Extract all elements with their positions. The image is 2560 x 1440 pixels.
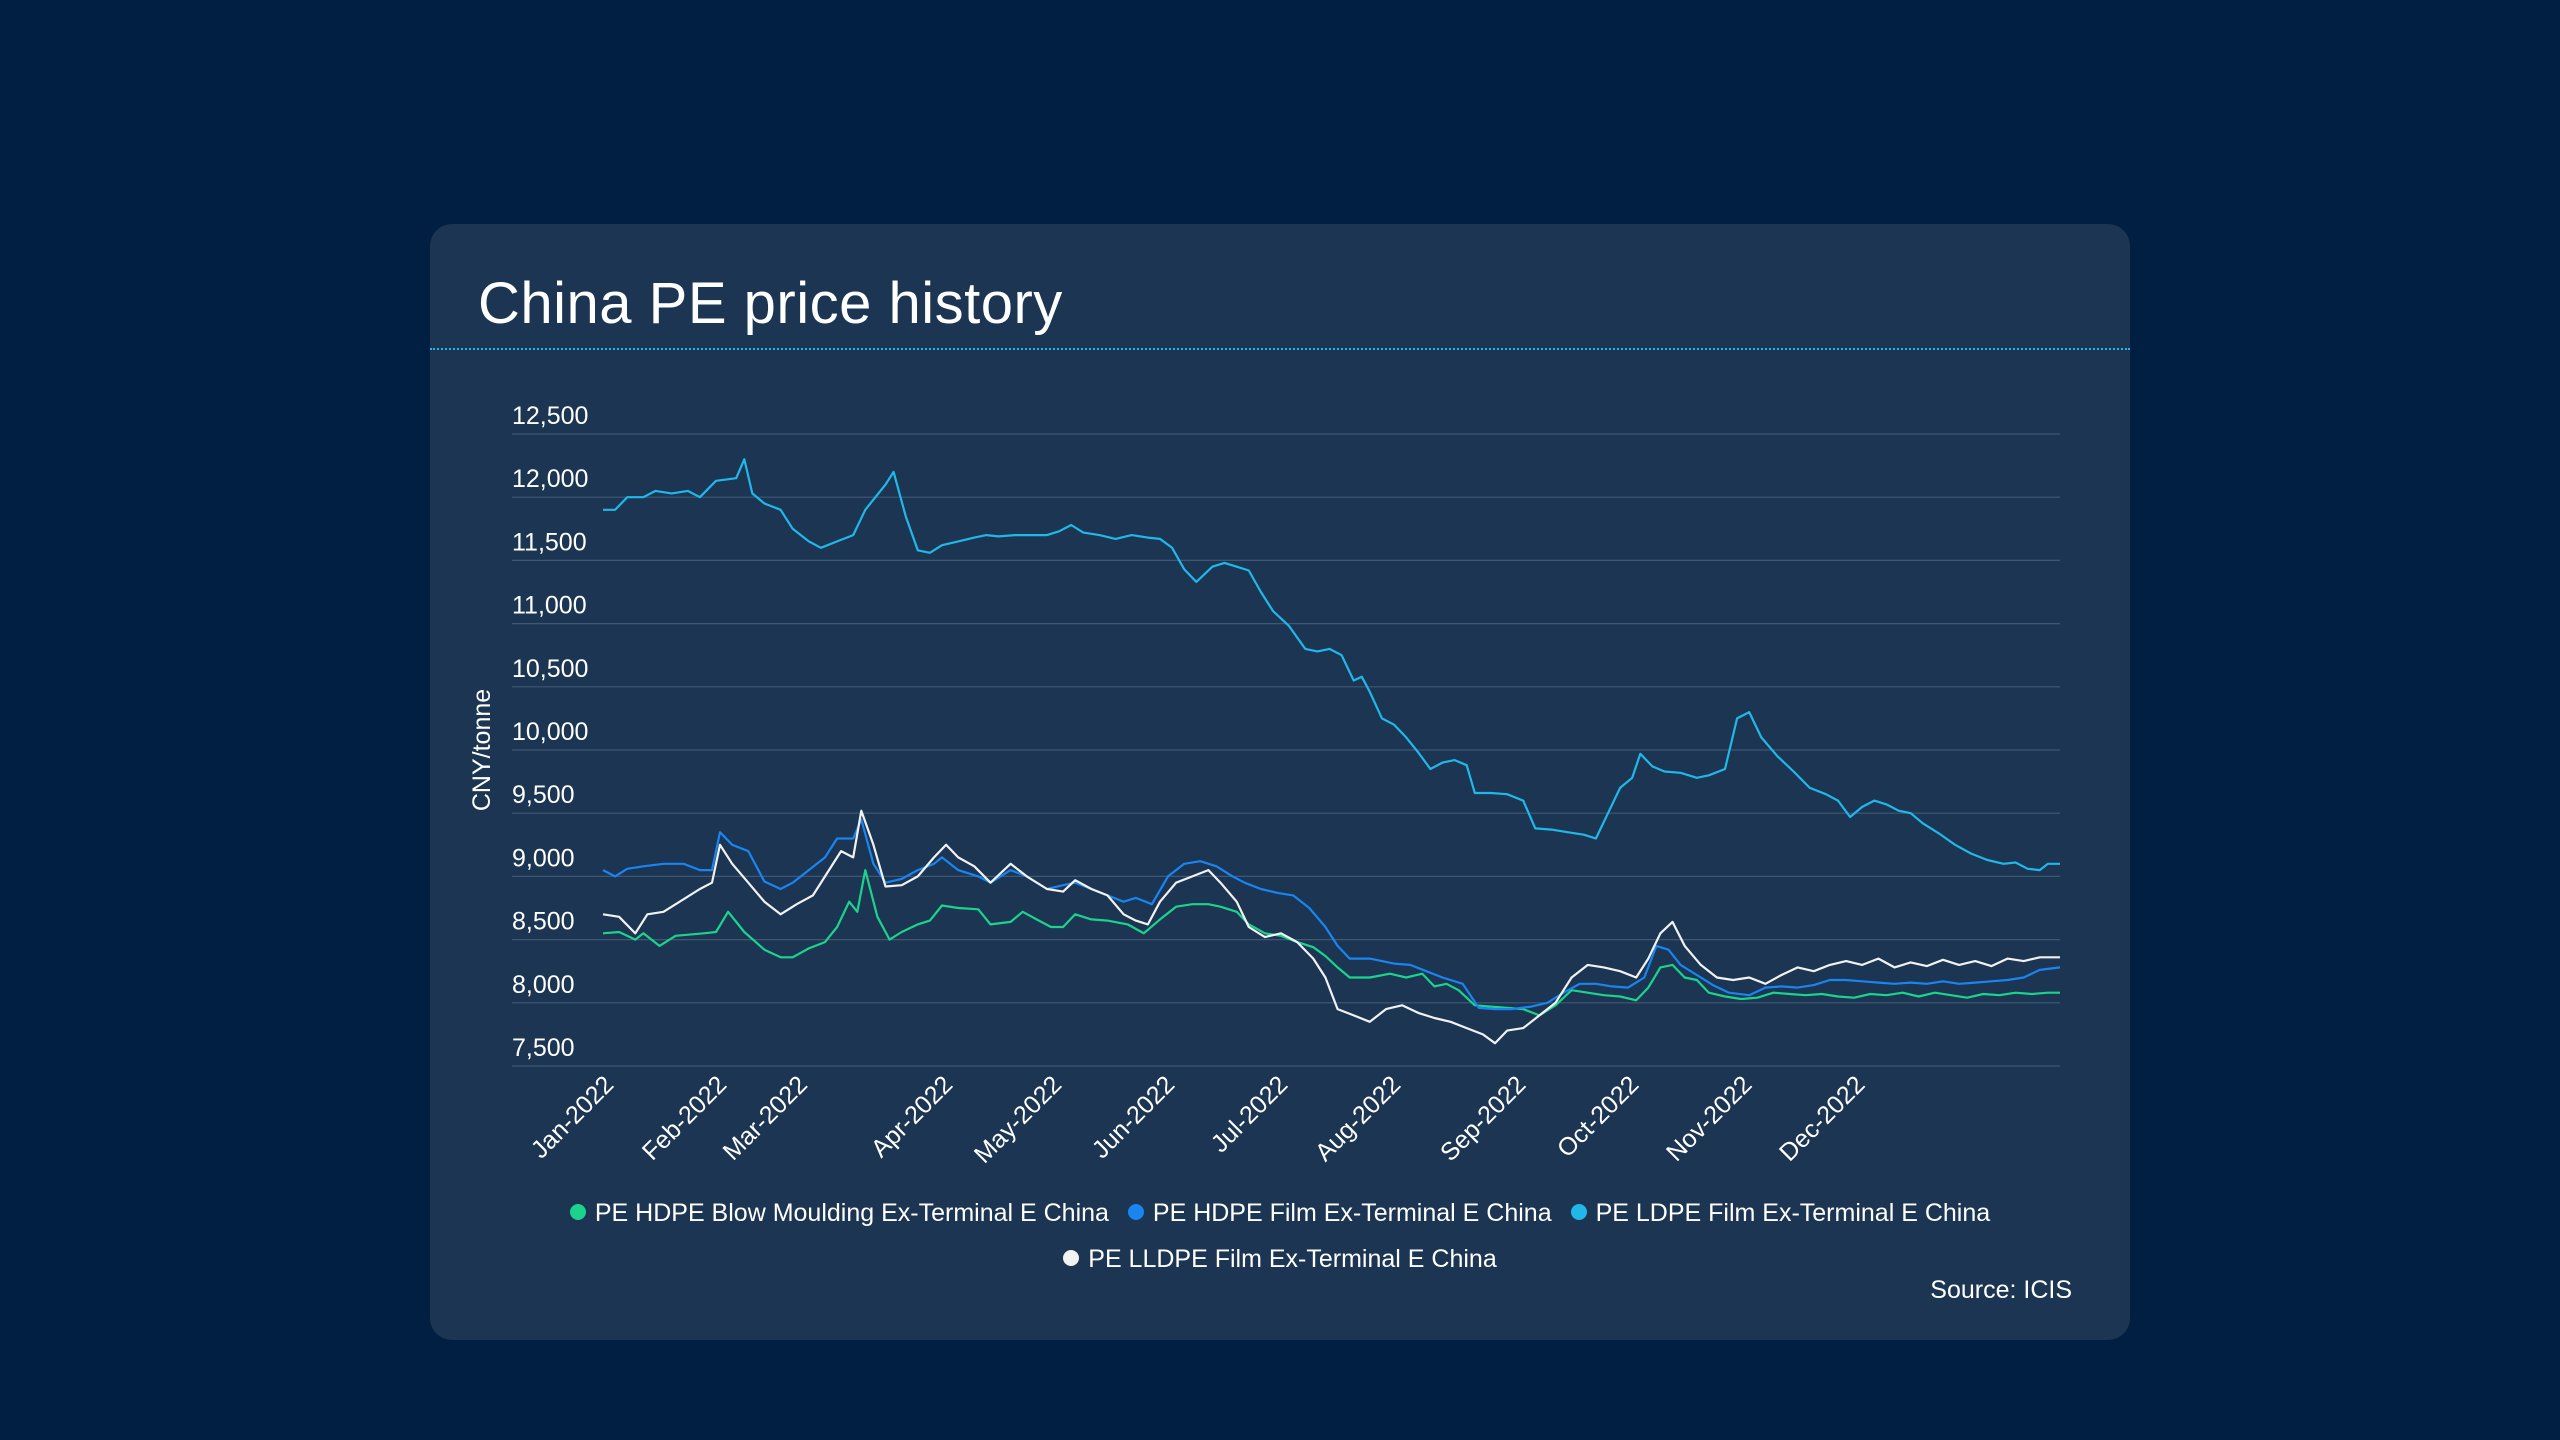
legend-swatch	[1570, 1204, 1587, 1221]
y-tick-label: 12,500	[512, 402, 588, 430]
chart-title: China PE price history	[478, 271, 1063, 336]
x-tick-label: Apr-2022	[866, 1070, 959, 1163]
legend-label: PE HDPE Blow Moulding Ex-Terminal E Chin…	[594, 1199, 1109, 1227]
y-tick-label: 11,500	[512, 528, 587, 556]
y-tick-label: 8,500	[512, 908, 575, 936]
x-tick-label: Oct-2022	[1552, 1070, 1645, 1163]
line-chart: 12,500 12,000 11,500 11,000 10,500 10,000 9,50…	[468, 402, 2061, 1169]
y-tick-label: 9,000	[512, 844, 575, 872]
legend-swatch	[569, 1204, 586, 1221]
y-tick-label: 11,000	[512, 592, 587, 620]
y-tick-label: 10,500	[512, 655, 588, 683]
chart-card: China PE price history 12,500 12,000 11,50…	[430, 224, 2130, 1340]
legend-item-ldpe-film[interactable]: PE LDPE Film Ex-Terminal E China	[1570, 1190, 1991, 1236]
title-divider	[430, 348, 2130, 350]
y-axis-label: CNY/tonne	[468, 689, 496, 811]
x-tick-label: May-2022	[969, 1070, 1067, 1168]
legend-item-hdpe-blow-moulding[interactable]: PE HDPE Blow Moulding Ex-Terminal E Chin…	[569, 1190, 1109, 1236]
x-tick-label: Jul-2022	[1206, 1070, 1294, 1158]
x-tick-label: Jan-2022	[526, 1070, 620, 1164]
x-tick-label: Dec-2022	[1774, 1070, 1870, 1166]
legend-swatch	[1063, 1250, 1080, 1267]
series-line-1	[602, 818, 2061, 1011]
grid-lines	[512, 433, 2060, 1067]
y-tick-label: 9,500	[512, 781, 575, 809]
chart-legend: PE HDPE Blow Moulding Ex-Terminal E Chin…	[430, 1190, 2130, 1282]
y-tick-label: 7,500	[512, 1034, 575, 1062]
y-tick-label: 8,000	[512, 971, 575, 999]
x-tick-label: Sep-2022	[1435, 1070, 1531, 1166]
y-tick-label: 12,000	[512, 465, 588, 493]
y-axis-ticks: 12,500 12,000 11,500 11,000 10,500 10,000 9,50…	[512, 402, 588, 1062]
legend-label: PE HDPE Film Ex-Terminal E China	[1152, 1199, 1552, 1227]
legend-item-lldpe-film[interactable]: PE LLDPE Film Ex-Terminal E China	[1063, 1236, 1497, 1282]
x-tick-label: Mar-2022	[718, 1070, 813, 1165]
x-tick-label: Aug-2022	[1310, 1070, 1406, 1166]
x-tick-label: Jun-2022	[1087, 1070, 1181, 1164]
x-tick-label: Nov-2022	[1661, 1070, 1757, 1166]
source-note: Source: ICIS	[1930, 1276, 2072, 1304]
x-tick-label: Feb-2022	[637, 1070, 732, 1165]
series-line-2	[603, 458, 2060, 872]
legend-swatch	[1127, 1204, 1144, 1221]
legend-label: PE LDPE Film Ex-Terminal E China	[1595, 1199, 1991, 1227]
y-tick-label: 10,000	[512, 718, 588, 746]
legend-item-hdpe-film[interactable]: PE HDPE Film Ex-Terminal E China	[1127, 1190, 1552, 1236]
series-line-0	[602, 868, 2060, 1017]
series-lines	[602, 458, 2061, 1045]
legend-label: PE LLDPE Film Ex-Terminal E China	[1088, 1245, 1497, 1273]
series-line-3	[602, 809, 2060, 1045]
